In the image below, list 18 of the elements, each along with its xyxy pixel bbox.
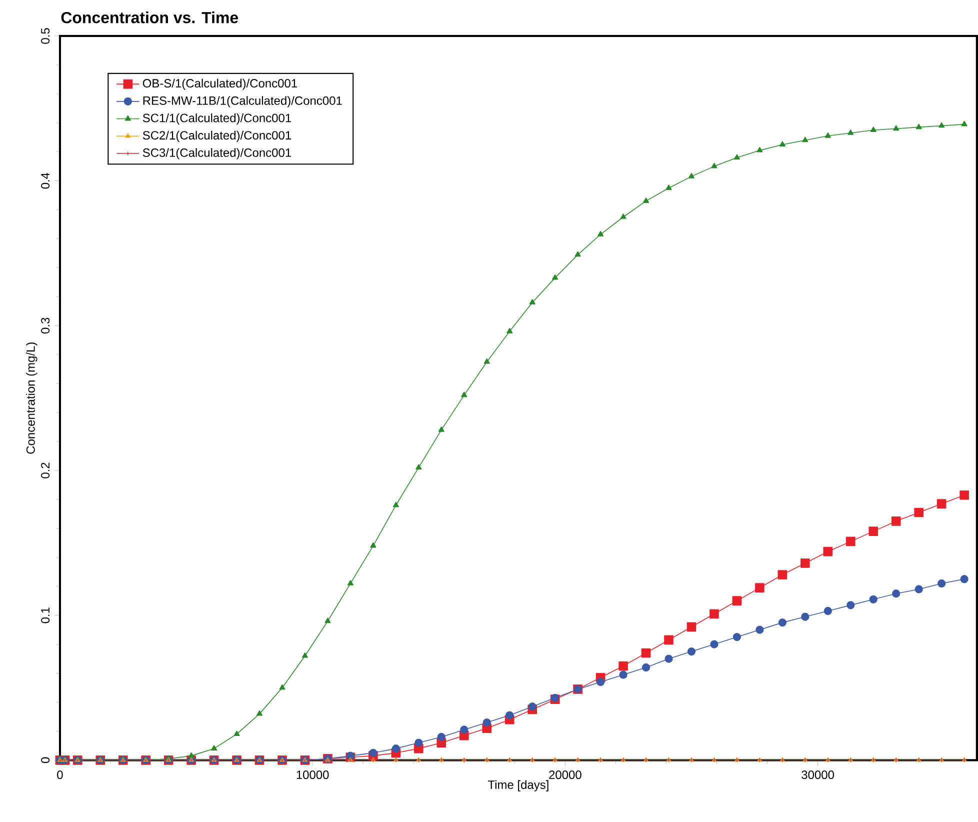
legend-label: SC3/1(Calculated)/Conc001 bbox=[142, 148, 291, 160]
x-tick-label: 30000 bbox=[802, 770, 834, 779]
legend-label: OB-S/1(Calculated)/Conc001 bbox=[142, 78, 297, 90]
chart-title: Concentration vs. Time bbox=[61, 11, 238, 24]
legend-label: SC1/1(Calculated)/Conc001 bbox=[142, 113, 291, 125]
y-axis-title: Concentration (mg/L) bbox=[26, 342, 38, 454]
y-tick-label: 0.5 bbox=[41, 28, 50, 44]
y-tick-label: 0.1 bbox=[41, 608, 50, 624]
legend-label: RES-MW-11B/1(Calculated)/Conc001 bbox=[143, 96, 342, 108]
y-tick-label: 0.4 bbox=[41, 172, 50, 189]
y-tick-label: 0.3 bbox=[41, 318, 50, 334]
x-tick-label: 10000 bbox=[296, 770, 329, 779]
x-tick-label: 20000 bbox=[549, 770, 582, 779]
y-tick-label: 0 bbox=[41, 757, 50, 763]
x-tick-label: 0 bbox=[57, 770, 63, 779]
x-axis-title: Time [days] bbox=[488, 780, 548, 792]
legend-label: SC2/1(Calculated)/Conc001 bbox=[142, 130, 291, 142]
y-tick-label: 0.2 bbox=[41, 462, 50, 478]
